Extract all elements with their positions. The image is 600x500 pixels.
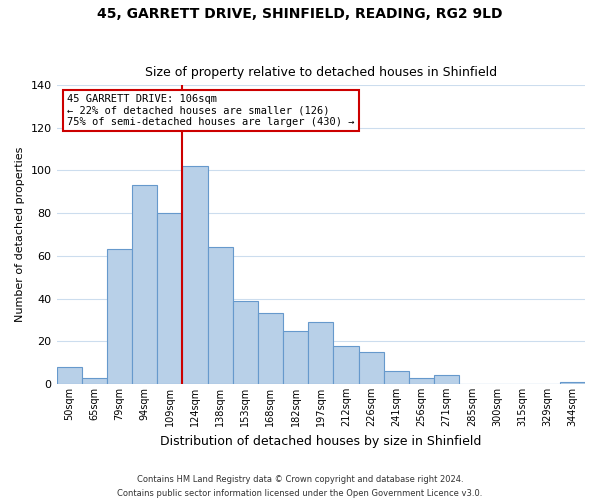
Bar bbox=[258, 314, 283, 384]
Bar bbox=[107, 250, 132, 384]
Bar bbox=[157, 213, 182, 384]
Bar bbox=[409, 378, 434, 384]
Bar bbox=[359, 352, 383, 384]
Bar bbox=[434, 376, 459, 384]
Bar bbox=[308, 322, 334, 384]
Bar bbox=[132, 186, 157, 384]
Text: Contains HM Land Registry data © Crown copyright and database right 2024.
Contai: Contains HM Land Registry data © Crown c… bbox=[118, 476, 482, 498]
Bar bbox=[283, 330, 308, 384]
Bar bbox=[182, 166, 208, 384]
Bar bbox=[560, 382, 585, 384]
X-axis label: Distribution of detached houses by size in Shinfield: Distribution of detached houses by size … bbox=[160, 434, 481, 448]
Bar bbox=[82, 378, 107, 384]
Text: 45, GARRETT DRIVE, SHINFIELD, READING, RG2 9LD: 45, GARRETT DRIVE, SHINFIELD, READING, R… bbox=[97, 8, 503, 22]
Y-axis label: Number of detached properties: Number of detached properties bbox=[15, 146, 25, 322]
Bar bbox=[383, 371, 409, 384]
Title: Size of property relative to detached houses in Shinfield: Size of property relative to detached ho… bbox=[145, 66, 497, 80]
Bar bbox=[208, 247, 233, 384]
Text: 45 GARRETT DRIVE: 106sqm
← 22% of detached houses are smaller (126)
75% of semi-: 45 GARRETT DRIVE: 106sqm ← 22% of detach… bbox=[67, 94, 355, 127]
Bar bbox=[56, 367, 82, 384]
Bar bbox=[334, 346, 359, 384]
Bar bbox=[233, 300, 258, 384]
